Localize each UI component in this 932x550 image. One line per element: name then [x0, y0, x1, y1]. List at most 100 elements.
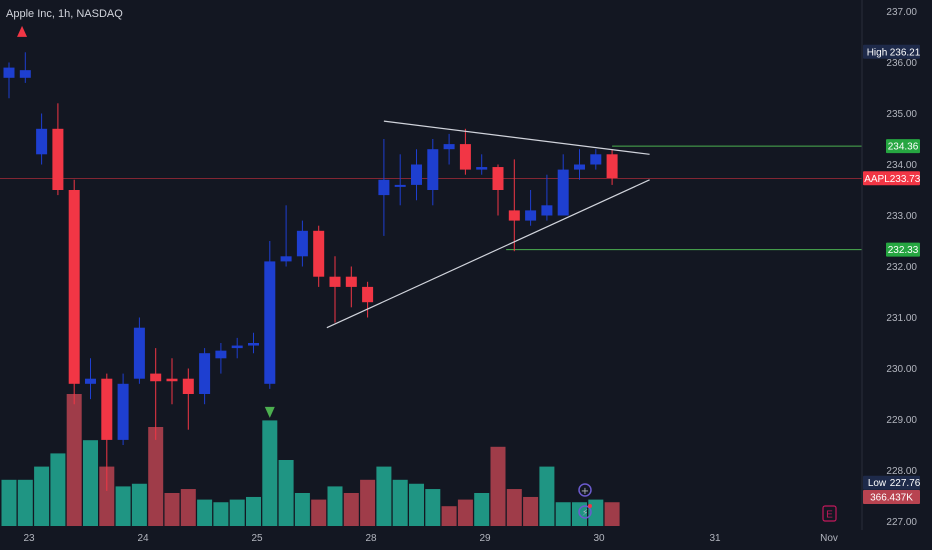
candle-body — [3, 67, 15, 78]
level-tag-value: 232.33 — [888, 245, 919, 256]
down-arrow-icon — [264, 406, 275, 418]
candle-body — [492, 167, 504, 190]
volume-bar — [180, 489, 196, 526]
candle-body — [394, 184, 406, 187]
low-tag-value: 227.76 — [890, 478, 921, 489]
volume-bar — [425, 489, 441, 526]
volume-bar — [604, 502, 620, 526]
level-tag-value: 234.36 — [888, 142, 919, 153]
candle-body — [427, 149, 439, 190]
candle-body — [590, 154, 602, 165]
x-tick-label: 28 — [365, 533, 377, 544]
candle-body — [362, 286, 374, 303]
candle-body — [36, 128, 48, 155]
y-tick-label: 228.00 — [886, 466, 917, 477]
x-tick-label: 24 — [137, 533, 149, 544]
candle-body — [280, 256, 292, 262]
candle-body — [574, 164, 585, 170]
volume-bar — [197, 499, 213, 526]
candle-body — [345, 276, 357, 287]
x-tick-label: 25 — [251, 533, 263, 544]
candle-body — [101, 378, 113, 440]
candle-body — [150, 373, 162, 382]
volume-bar — [409, 483, 424, 526]
low-tag-value-bg — [890, 475, 920, 490]
volume-bar — [392, 479, 408, 526]
candle-body — [508, 210, 520, 221]
x-tick-label: 29 — [479, 533, 491, 544]
y-tick-label: 234.00 — [886, 160, 917, 171]
candle-body — [557, 169, 569, 216]
trendline[interactable] — [326, 179, 650, 329]
add-indicator-button[interactable] — [578, 483, 592, 497]
high-tag-value-bg — [890, 44, 920, 59]
volume-bar — [246, 496, 261, 526]
x-tick-label: 23 — [23, 533, 35, 544]
up-arrow-icon — [17, 25, 28, 37]
volume-bar — [164, 493, 180, 526]
candle-body — [182, 378, 194, 394]
candle-body — [296, 230, 308, 257]
y-tick-label: 231.00 — [886, 313, 917, 324]
volume-bar — [99, 466, 115, 526]
high-tag-label-bg — [863, 44, 891, 59]
candle-body — [231, 345, 243, 349]
symbol-title[interactable]: Apple Inc, 1h, NASDAQ — [6, 8, 123, 20]
last-price-tag-label-bg — [863, 171, 891, 186]
volume-bar — [539, 466, 555, 526]
x-tick-label: Nov — [820, 533, 838, 544]
y-tick-label: 232.00 — [886, 262, 917, 273]
level-tag-bg — [886, 242, 920, 257]
volume-bar — [523, 496, 539, 526]
volume-bar — [229, 499, 245, 526]
x-tick-label: 30 — [593, 533, 605, 544]
volume-bar — [474, 493, 490, 526]
y-tick-label: 227.00 — [886, 517, 917, 528]
volume-bar — [294, 493, 310, 526]
volume-bar — [83, 440, 98, 526]
candle-body — [459, 144, 471, 170]
volume-bar — [262, 420, 278, 526]
volume-bar — [148, 427, 164, 526]
alert-dot — [588, 504, 592, 508]
y-tick-label: 236.00 — [886, 58, 917, 69]
volume-bar — [50, 453, 66, 526]
candle-body — [443, 144, 455, 150]
candle-body — [606, 154, 618, 179]
candle-body — [541, 205, 553, 216]
candle-body — [525, 210, 537, 221]
volume-bar — [327, 486, 343, 526]
volume-bar — [588, 499, 604, 526]
volume-tag-bg — [863, 490, 920, 504]
volume-bar — [1, 479, 17, 526]
candle-body — [264, 261, 276, 384]
volume-bar — [506, 489, 522, 526]
candle-body — [52, 128, 64, 190]
volume-bar — [115, 486, 131, 526]
volume-bar — [213, 502, 229, 526]
high-tag-value: 236.21 — [890, 47, 921, 58]
low-tag-label: Low — [868, 478, 887, 489]
volume-bar — [34, 466, 50, 526]
earnings-icon: E — [826, 510, 833, 521]
candle-body — [68, 190, 80, 384]
trendline[interactable] — [383, 120, 650, 155]
high-tag-label: High — [867, 47, 888, 58]
candle-body — [215, 350, 227, 359]
candle-body — [199, 353, 211, 394]
candle-body — [133, 327, 145, 379]
volume-bar — [490, 446, 506, 526]
volume-bar — [131, 483, 147, 526]
lightning-icon: ⚡ — [582, 509, 588, 519]
candle-body — [411, 164, 422, 185]
last-price-tag-label: AAPL — [864, 174, 890, 185]
volume-bar — [17, 479, 33, 526]
alert-button[interactable] — [578, 505, 592, 519]
candle-body — [378, 179, 390, 196]
y-tick-label: 237.00 — [886, 7, 917, 18]
y-tick-label: 230.00 — [886, 364, 917, 375]
earnings-marker[interactable] — [822, 505, 837, 522]
volume-bar — [66, 394, 82, 526]
candle-body — [19, 70, 31, 78]
